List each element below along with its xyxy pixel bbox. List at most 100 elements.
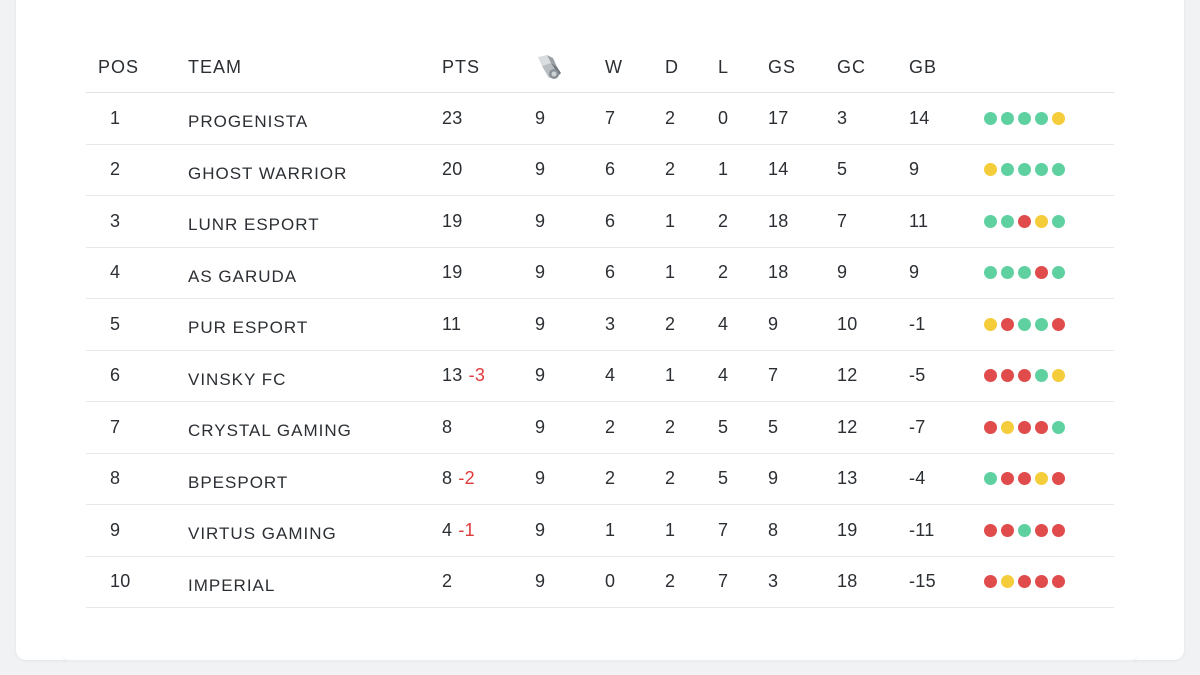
team-name[interactable]: IMPERIAL <box>188 557 275 612</box>
cell-pts: 20 <box>442 145 463 196</box>
table-row[interactable]: 9 VIRTUS GAMING 4 -1 9 1 1 7 8 19 -11 <box>86 505 1114 557</box>
cell-w-value: 2 <box>605 416 616 437</box>
cell-pos: 1 <box>110 93 120 144</box>
header-team: TEAM <box>188 56 243 77</box>
table-row[interactable]: 7 CRYSTAL GAMING 8 9 2 2 5 5 12 -7 <box>86 402 1114 454</box>
cell-gs: 9 <box>768 454 778 505</box>
cell-d: 2 <box>665 299 675 350</box>
form-loss-dot <box>1018 420 1031 434</box>
cell-gs: 14 <box>768 145 789 196</box>
cell-gc-value: 12 <box>837 365 858 386</box>
cell-d-value: 2 <box>665 571 676 592</box>
cell-d: 1 <box>665 196 675 247</box>
cell-gb: -5 <box>909 351 926 402</box>
cell-w-value: 2 <box>605 468 616 489</box>
table-row[interactable]: 8 BPESPORT 8 -2 9 2 2 5 9 13 -4 <box>86 454 1114 509</box>
team-name[interactable]: BPESPORT <box>188 454 288 509</box>
form-loss-dot <box>1001 472 1014 486</box>
header-pts: PTS <box>442 56 481 77</box>
form-loss-dot <box>1018 575 1031 589</box>
table-row[interactable]: 6 VINSKY FC 13 -3 9 4 1 4 7 12 -5 <box>86 351 1114 406</box>
form-draw-dot <box>1001 420 1014 434</box>
form-loss-dot <box>1035 575 1048 589</box>
cell-d-value: 2 <box>665 416 676 437</box>
cell-gc: 19 <box>837 505 858 556</box>
cell-l: 5 <box>718 454 728 505</box>
cell-gs: 18 <box>768 248 789 299</box>
table-header: POS TEAM PTS W D L GS GC GB <box>86 42 1114 93</box>
cell-w-value: 6 <box>605 210 616 231</box>
cell-w-value: 6 <box>605 262 616 283</box>
form-win-dot <box>1052 163 1065 177</box>
cell-l: 7 <box>718 557 728 608</box>
form-win-dot <box>1018 523 1031 537</box>
cell-played-value: 9 <box>535 519 546 540</box>
cell-gc: 3 <box>837 93 847 144</box>
form-win-dot <box>1018 266 1031 280</box>
cell-gb-value: 9 <box>909 159 920 180</box>
cell-pts-value: 23 <box>442 107 463 128</box>
cell-w: 2 <box>605 454 615 505</box>
form-guide <box>984 557 1065 608</box>
cell-d: 2 <box>665 402 675 453</box>
team-name[interactable]: CRYSTAL GAMING <box>188 402 352 457</box>
cell-l: 7 <box>718 505 728 556</box>
table-row[interactable]: 5 PUR ESPORT 11 9 3 2 4 9 10 -1 <box>86 299 1114 351</box>
team-name[interactable]: AS GARUDA <box>188 248 297 303</box>
cell-played-value: 9 <box>535 365 546 386</box>
team-name[interactable]: VIRTUS GAMING <box>188 505 337 560</box>
form-loss-dot <box>984 575 997 589</box>
cell-w: 6 <box>605 145 615 196</box>
form-win-dot <box>984 214 997 228</box>
cell-played-value: 9 <box>535 571 546 592</box>
form-loss-dot <box>1052 472 1065 486</box>
cell-l-value: 0 <box>718 107 729 128</box>
cell-pos: 3 <box>110 196 120 247</box>
cell-pts: 11 <box>442 299 461 350</box>
cell-gs: 7 <box>768 351 778 402</box>
cell-l: 2 <box>718 196 728 247</box>
team-name[interactable]: VINSKY FC <box>188 351 286 406</box>
form-draw-dot <box>984 163 997 177</box>
cell-l: 5 <box>718 402 728 453</box>
cell-gc-value: 13 <box>837 468 858 489</box>
cell-gs-value: 18 <box>768 210 789 231</box>
header-w: W <box>605 56 623 77</box>
cell-gs: 8 <box>768 505 778 556</box>
cell-gb-value: 9 <box>909 262 920 283</box>
cell-gb-value: 14 <box>909 107 930 128</box>
cell-gs-value: 8 <box>768 519 779 540</box>
team-name-value: PUR ESPORT <box>188 318 309 338</box>
cell-gb-value: -5 <box>909 365 926 386</box>
team-name[interactable]: LUNR ESPORT <box>188 196 320 251</box>
cell-played-value: 9 <box>535 107 546 128</box>
table-row[interactable]: 2 GHOST WARRIOR 20 9 6 2 1 14 5 9 <box>86 145 1114 200</box>
table-row[interactable]: 4 AS GARUDA 19 9 6 1 2 18 9 9 <box>86 248 1114 303</box>
form-win-dot <box>1001 163 1014 177</box>
cell-gc-value: 19 <box>837 519 858 540</box>
cell-l-value: 7 <box>718 519 729 540</box>
table-row[interactable]: 10 IMPERIAL 2 9 0 2 7 3 18 -15 <box>86 557 1114 612</box>
cell-w: 6 <box>605 196 615 247</box>
form-draw-dot <box>984 317 997 331</box>
team-name[interactable]: GHOST WARRIOR <box>188 145 347 200</box>
points-deduction: -2 <box>458 468 475 489</box>
form-loss-dot <box>1052 575 1065 589</box>
cell-gc-value: 10 <box>837 313 858 334</box>
form-draw-dot <box>1052 369 1065 383</box>
team-name-value: IMPERIAL <box>188 575 276 595</box>
cell-gc-value: 7 <box>837 210 848 231</box>
table-row[interactable]: 1 PROGENISTA 23 9 7 2 0 17 3 14 <box>86 93 1114 145</box>
cell-gs: 17 <box>768 93 789 144</box>
form-draw-dot <box>1035 472 1048 486</box>
form-loss-dot <box>1018 472 1031 486</box>
cell-pts: 19 <box>442 248 463 299</box>
team-name[interactable]: PROGENISTA <box>188 93 308 148</box>
cell-l-value: 2 <box>718 210 729 231</box>
cell-pts: 23 <box>442 93 463 144</box>
form-loss-dot <box>984 369 997 383</box>
table-row[interactable]: 3 LUNR ESPORT 19 9 6 1 2 18 7 11 <box>86 196 1114 248</box>
team-name-value: VINSKY FC <box>188 369 287 389</box>
team-name[interactable]: PUR ESPORT <box>188 299 308 354</box>
cell-w-value: 1 <box>605 519 616 540</box>
